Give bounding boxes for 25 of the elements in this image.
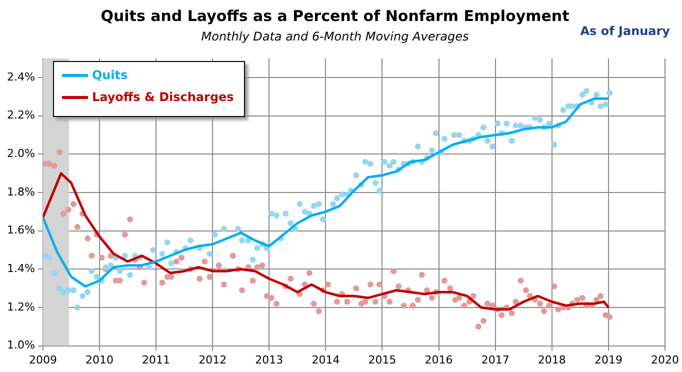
y-tick-label: 1.4% <box>6 262 35 276</box>
x-tick-label: 2018 <box>538 353 566 366</box>
y-tick-label: 2.4% <box>6 70 35 84</box>
x-tick-label: 2014 <box>312 353 340 366</box>
x-tick-label: 2015 <box>368 353 396 366</box>
x-tick-label: 2016 <box>424 353 453 366</box>
y-tick-label: 1.8% <box>6 185 35 198</box>
y-tick-label: 1.0% <box>6 338 35 352</box>
x-tick-label: 2017 <box>481 353 510 366</box>
y-tick-label: 2.0% <box>6 147 35 160</box>
text: As of January <box>580 24 670 38</box>
chart-title: Quits and Layoffs as a Percent of Nonfarm Employment <box>100 6 570 25</box>
legend-label: Layoffs & Discharges <box>92 90 234 104</box>
y-tick-label: 2.2% <box>6 108 35 122</box>
x-tick-label: 2019 <box>594 353 622 366</box>
x-tick-label: 2020 <box>651 353 680 366</box>
chart-subtitle: Monthly Data and 6-Month Moving Averages <box>201 29 469 44</box>
legend-label: Quits <box>92 68 128 82</box>
y-tick-label: 1.6% <box>6 224 35 237</box>
x-tick-label: 2012 <box>198 353 227 366</box>
x-tick-label: 2009 <box>28 353 57 366</box>
y-tick-label: 1.2% <box>6 300 35 314</box>
x-tick-label: 2010 <box>85 353 114 366</box>
x-tick-label: 2013 <box>255 353 284 366</box>
x-tick-label: 2011 <box>142 353 170 366</box>
